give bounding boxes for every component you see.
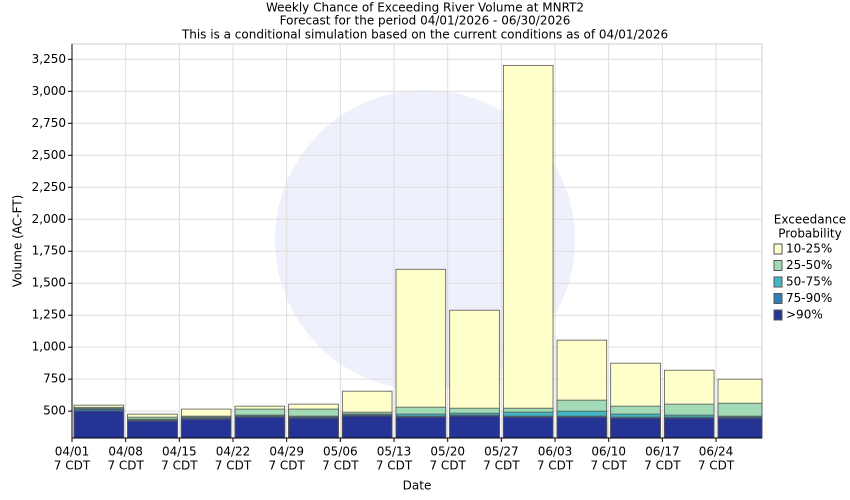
x-tick-label: 04/08 (108, 445, 143, 459)
x-tick-sublabel: 7 CDT (376, 459, 413, 473)
x-tick-sublabel: 7 CDT (107, 459, 144, 473)
x-tick-label: 05/13 (377, 445, 412, 459)
x-tick-label: 04/29 (269, 445, 304, 459)
legend-swatch (773, 243, 783, 255)
x-tick-label: 05/20 (430, 445, 465, 459)
bar (449, 415, 500, 439)
x-tick-label: 06/24 (699, 445, 734, 459)
y-tick-label: 3,250 (32, 52, 66, 66)
bar (502, 64, 554, 439)
bar (502, 416, 554, 439)
y-tick-label: 2,500 (32, 148, 66, 162)
x-tick-sublabel: 7 CDT (644, 459, 681, 473)
bar (610, 417, 661, 439)
bar (717, 417, 763, 439)
legend-swatch (773, 309, 783, 321)
legend-title: Probability (778, 227, 841, 241)
bar (395, 416, 447, 439)
legend-label: 75-90% (786, 291, 832, 305)
y-tick-label: 750 (43, 372, 66, 386)
x-tick-sublabel: 7 CDT (215, 459, 252, 473)
x-tick-label: 04/15 (162, 445, 197, 459)
y-tick-label: 2,250 (32, 180, 66, 194)
legend-title: Exceedance (774, 213, 846, 227)
chart-subtitle: This is a conditional simulation based o… (181, 28, 668, 42)
x-tick-sublabel: 7 CDT (590, 459, 627, 473)
chart-title: Weekly Chance of Exceeding River Volume … (266, 1, 584, 15)
legend-label: 25-50% (786, 258, 832, 272)
x-tick-sublabel: 7 CDT (483, 459, 520, 473)
x-axis-label: Date (403, 479, 432, 493)
x-tick-label: 06/10 (591, 445, 626, 459)
y-tick-label: 2,750 (32, 116, 66, 130)
x-tick-sublabel: 7 CDT (268, 459, 305, 473)
bar (556, 416, 608, 439)
x-tick-label: 05/06 (323, 445, 358, 459)
x-tick-sublabel: 7 CDT (54, 459, 91, 473)
legend-label: 10-25% (786, 242, 832, 256)
x-tick-label: 04/01 (55, 445, 90, 459)
x-tick-label: 04/22 (216, 445, 251, 459)
bar (288, 417, 339, 439)
chart-subtitle: Forecast for the period 04/01/2026 - 06/… (280, 14, 571, 28)
bar (73, 410, 125, 439)
bar (180, 418, 232, 439)
x-tick-label: 05/27 (484, 445, 519, 459)
bar (234, 416, 286, 439)
y-tick-label: 3,000 (32, 84, 66, 98)
x-tick-sublabel: 7 CDT (161, 459, 198, 473)
x-tick-label: 06/03 (538, 445, 573, 459)
x-tick-sublabel: 7 CDT (698, 459, 735, 473)
x-tick-sublabel: 7 CDT (322, 459, 359, 473)
y-tick-label: 1,000 (32, 340, 66, 354)
y-tick-label: 1,500 (32, 276, 66, 290)
bar (663, 417, 715, 439)
y-tick-label: 500 (43, 404, 66, 418)
bar (127, 420, 178, 439)
legend-swatch (773, 276, 783, 288)
y-tick-label: 2,000 (32, 212, 66, 226)
legend-label: 50-75% (786, 275, 832, 289)
x-tick-label: 06/17 (645, 445, 680, 459)
x-tick-sublabel: 7 CDT (429, 459, 466, 473)
x-tick-sublabel: 7 CDT (537, 459, 574, 473)
legend-swatch (773, 260, 783, 271)
y-tick-label: 1,750 (32, 244, 66, 258)
y-axis-label: Volume (AC-FT) (11, 195, 25, 288)
bar (341, 415, 393, 439)
y-tick-label: 1,250 (32, 308, 66, 322)
legend-swatch (773, 293, 783, 304)
legend-label: >90% (786, 308, 823, 322)
